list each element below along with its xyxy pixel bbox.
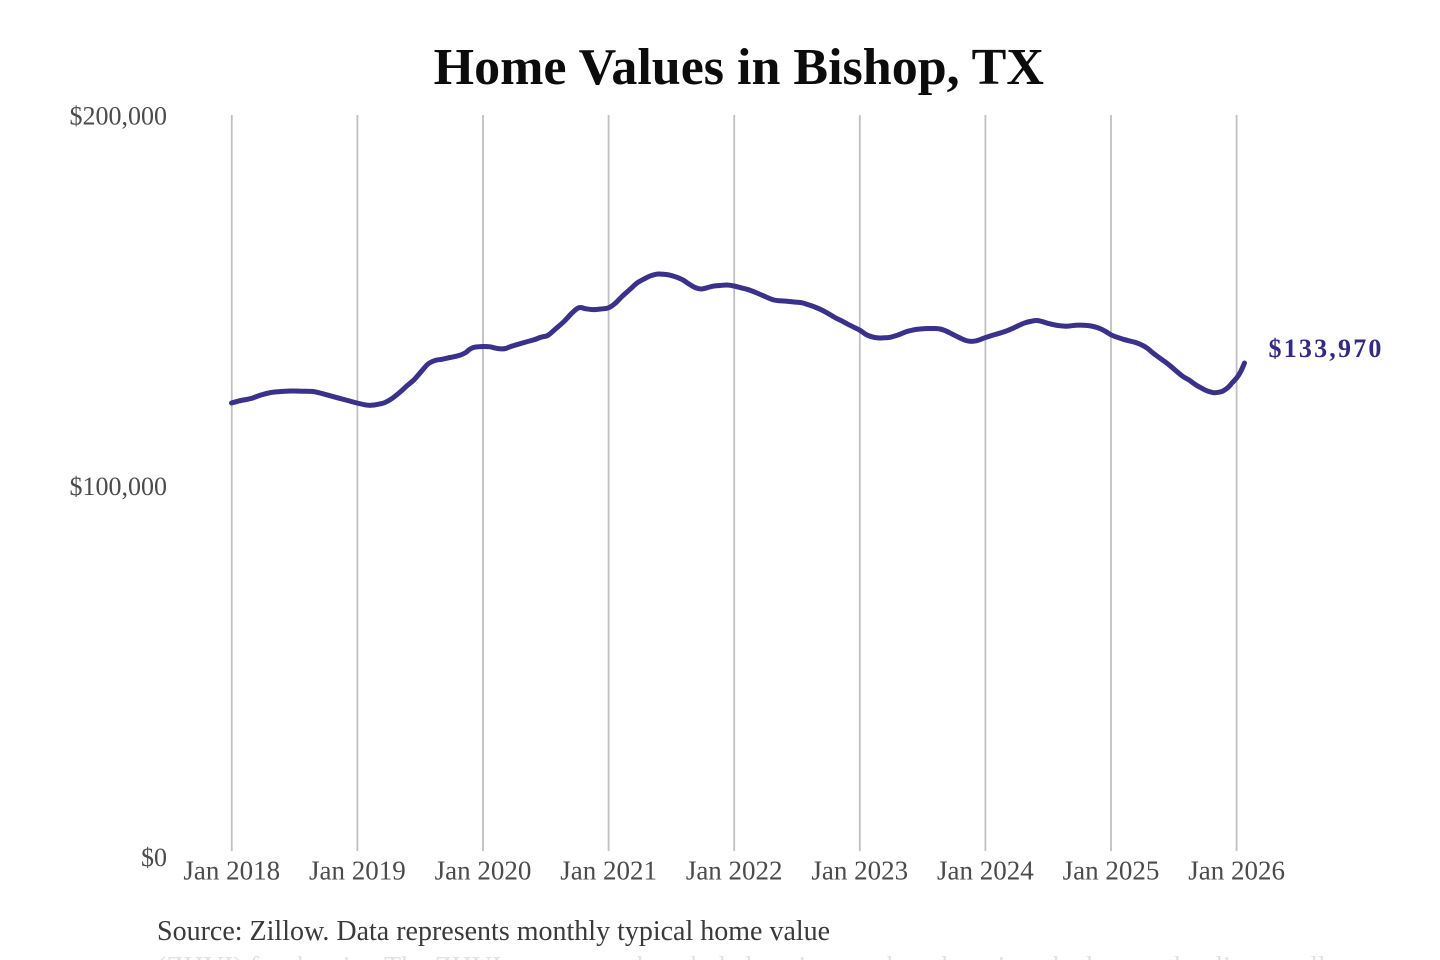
svg-text:$133,970: $133,970 <box>1269 334 1384 363</box>
svg-text:$0: $0 <box>141 843 167 872</box>
svg-text:Jan 2022: Jan 2022 <box>686 856 783 886</box>
svg-text:Jan 2021: Jan 2021 <box>560 856 657 886</box>
svg-text:Jan 2018: Jan 2018 <box>183 856 280 886</box>
svg-text:Jan 2019: Jan 2019 <box>309 856 406 886</box>
svg-text:Jan 2024: Jan 2024 <box>937 856 1034 886</box>
svg-text:Home Values in Bishop, TX: Home Values in Bishop, TX <box>434 39 1044 96</box>
svg-text:$100,000: $100,000 <box>70 472 168 501</box>
svg-text:$200,000: $200,000 <box>70 102 168 131</box>
svg-text:Jan 2023: Jan 2023 <box>811 856 908 886</box>
svg-text:Jan 2020: Jan 2020 <box>435 856 532 886</box>
svg-text:(ZHVI) for the city. The ZHVI: (ZHVI) for the city. The ZHVI represents… <box>157 952 1326 960</box>
svg-text:Jan 2025: Jan 2025 <box>1063 856 1160 886</box>
svg-text:Source: Zillow. Data represent: Source: Zillow. Data represents monthly … <box>157 916 830 947</box>
svg-text:Jan 2026: Jan 2026 <box>1188 856 1285 886</box>
